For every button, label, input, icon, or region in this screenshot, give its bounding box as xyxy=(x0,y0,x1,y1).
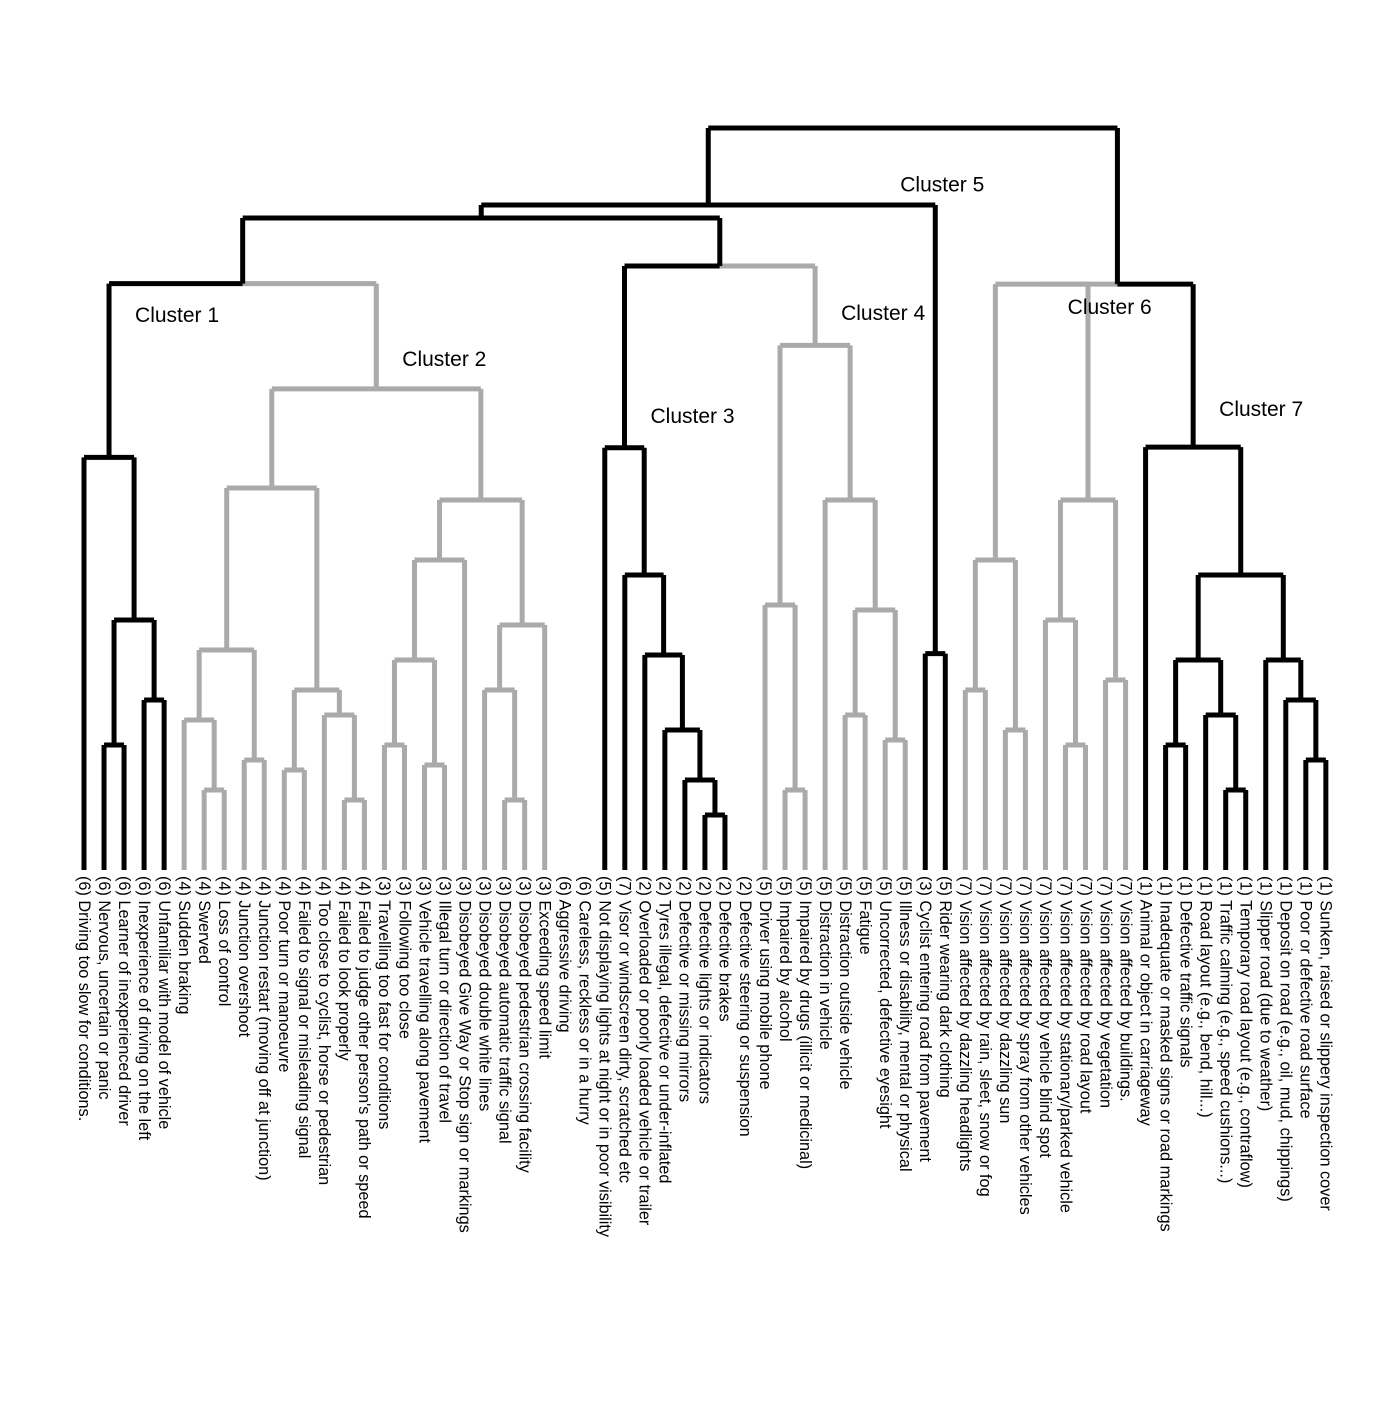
svg-text:Cluster 1: Cluster 1 xyxy=(135,304,219,327)
svg-text:(5) Not displaying lights at n: (5) Not displaying lights at night or in… xyxy=(596,876,614,1238)
svg-text:(1) Temporary road layout (e.g: (1) Temporary road layout (e.g., contraf… xyxy=(1237,876,1255,1188)
svg-text:(5) Rider wearing dark clothin: (5) Rider wearing dark clothing xyxy=(936,876,954,1098)
svg-text:(4) Failed to judge other pers: (4) Failed to judge other person's path … xyxy=(355,876,373,1219)
svg-text:(3) Following too close: (3) Following too close xyxy=(395,876,413,1039)
svg-text:(3) Travelling too fast for co: (3) Travelling too fast for conditions xyxy=(375,876,393,1129)
svg-text:(1) Inadequate or masked signs: (1) Inadequate or masked signs or road m… xyxy=(1156,876,1174,1232)
svg-text:(2) Defective or missing mirro: (2) Defective or missing mirrors xyxy=(676,876,694,1102)
svg-text:Cluster 2: Cluster 2 xyxy=(402,348,486,371)
svg-text:(5) Uncorrected, defective eye: (5) Uncorrected, defective eyesight xyxy=(876,876,894,1129)
svg-text:(7) Vision affected by vehicle: (7) Vision affected by vehicle blind spo… xyxy=(1036,876,1054,1158)
svg-text:(6) Inexperience of driving on: (6) Inexperience of driving on the left xyxy=(135,876,153,1141)
svg-text:(4) Loss of control: (4) Loss of control xyxy=(215,876,233,1006)
svg-text:(3) Vehicle travelling along p: (3) Vehicle travelling along pavement xyxy=(415,876,433,1143)
svg-text:(2) Defective brakes: (2) Defective brakes xyxy=(716,876,734,1022)
svg-text:(1) Defective traffic signals: (1) Defective traffic signals xyxy=(1176,876,1194,1068)
svg-text:(7) Visor or windscreen dirty,: (7) Visor or windscreen dirty, scratched… xyxy=(616,876,634,1183)
svg-text:(2) Defective steering or susp: (2) Defective steering or suspension xyxy=(736,876,754,1137)
svg-text:(7) Vision affected by road la: (7) Vision affected by road layout xyxy=(1076,876,1094,1114)
svg-text:(1) Deposit on road (e.g., oil: (1) Deposit on road (e.g., oil, mud, chi… xyxy=(1277,876,1295,1202)
svg-text:(1) Slipper road (due to weath: (1) Slipper road (due to weather) xyxy=(1257,876,1275,1111)
svg-text:(6) Careless, reckless or in a: (6) Careless, reckless or in a hurry xyxy=(576,876,594,1126)
svg-text:(5) Impaired by drugs (illicit: (5) Impaired by drugs (illicit or medici… xyxy=(796,876,814,1169)
svg-text:(4) Swerved: (4) Swerved xyxy=(195,876,213,964)
svg-text:(2) Defective lights or indica: (2) Defective lights or indicators xyxy=(696,876,714,1104)
svg-text:(7) Vision affected by rain, s: (7) Vision affected by rain, sleet, snow… xyxy=(976,876,994,1197)
svg-text:(6) Driving too slow for condi: (6) Driving too slow for conditions. xyxy=(75,876,93,1121)
svg-text:(7) Vision affected by station: (7) Vision affected by stationary/parked… xyxy=(1056,876,1074,1213)
svg-text:(6) Unfamiliar with model of v: (6) Unfamiliar with model of vehicle xyxy=(155,876,173,1129)
svg-text:(2) Tyres illegal, defective o: (2) Tyres illegal, defective or under-in… xyxy=(656,876,674,1183)
svg-text:(3) Disobeyed automatic traffi: (3) Disobeyed automatic traffic signal xyxy=(495,876,513,1144)
svg-text:Cluster 3: Cluster 3 xyxy=(651,405,735,428)
svg-text:(6) Learner of inexperienced d: (6) Learner of inexperienced driver xyxy=(115,876,133,1126)
svg-text:(3) Disobeyed Give Way or Stop: (3) Disobeyed Give Way or Stop sign or m… xyxy=(455,876,473,1233)
svg-text:(7) Vision affected by dazzlin: (7) Vision affected by dazzling sun xyxy=(996,876,1014,1123)
svg-text:(3) Disobeyed double white lin: (3) Disobeyed double white lines xyxy=(475,876,493,1111)
svg-text:(6) Aggressive driving: (6) Aggressive driving xyxy=(556,876,574,1033)
svg-text:(7) Vision affected by buildin: (7) Vision affected by buildings. xyxy=(1116,876,1134,1102)
svg-text:(5) Distraction in vehicle: (5) Distraction in vehicle xyxy=(816,876,834,1050)
svg-text:(1) Poor or defective road sur: (1) Poor or defective road surface xyxy=(1297,876,1315,1119)
svg-text:(3) Disobeyed pedestrian cross: (3) Disobeyed pedestrian crossing facili… xyxy=(515,876,533,1174)
svg-text:(4) Poor turn or manoeuvre: (4) Poor turn or manoeuvre xyxy=(275,876,293,1072)
svg-text:(1) Traffic calming (e.g., spe: (1) Traffic calming (e.g., speed cushion… xyxy=(1216,876,1234,1183)
svg-text:(4) Junction overshoot: (4) Junction overshoot xyxy=(235,876,253,1038)
svg-text:(1) Animal or object in carria: (1) Animal or object in carriageway xyxy=(1136,876,1154,1127)
svg-text:(3) Exceeding speed limit: (3) Exceeding speed limit xyxy=(535,876,553,1059)
svg-text:Cluster 7: Cluster 7 xyxy=(1219,398,1303,421)
svg-text:(5) Illness or disability, men: (5) Illness or disability, mental or phy… xyxy=(896,876,914,1172)
svg-text:Cluster 4: Cluster 4 xyxy=(841,302,925,325)
svg-text:(4) Failed to look properly: (4) Failed to look properly xyxy=(335,876,353,1061)
svg-text:(6) Nervous, uncertain or pani: (6) Nervous, uncertain or panic xyxy=(95,876,113,1100)
svg-text:Cluster 6: Cluster 6 xyxy=(1068,296,1152,319)
svg-text:(2) Overloaded or poorly loade: (2) Overloaded or poorly loaded vehicle … xyxy=(636,876,654,1226)
svg-text:(5) Impaired by alcohol: (5) Impaired by alcohol xyxy=(776,876,794,1042)
svg-text:(5) Distraction outside vehicl: (5) Distraction outside vehicle xyxy=(836,876,854,1090)
svg-text:(7) Vision affected by dazzlin: (7) Vision affected by dazzling headligh… xyxy=(956,876,974,1171)
svg-text:Cluster 5: Cluster 5 xyxy=(900,174,984,197)
svg-text:(5) Driver using mobile phone: (5) Driver using mobile phone xyxy=(756,876,774,1090)
svg-text:(7) Vision affected by spray f: (7) Vision affected by spray from other … xyxy=(1016,876,1034,1215)
svg-text:(1) Road layout (e.g., bend, h: (1) Road layout (e.g., bend, hill...) xyxy=(1196,876,1214,1118)
svg-text:(7) Vision affected by vegetat: (7) Vision affected by vegetation xyxy=(1096,876,1114,1108)
svg-text:(3) Illegal turn or direction: (3) Illegal turn or direction of travel xyxy=(435,876,453,1123)
svg-text:(3) Cyclist entering road from: (3) Cyclist entering road from pavement xyxy=(916,876,934,1162)
svg-text:(4) Failed to signal or mislea: (4) Failed to signal or misleading signa… xyxy=(295,876,313,1158)
svg-text:(4) Sudden braking: (4) Sudden braking xyxy=(175,876,193,1014)
svg-text:(4) Too close to cyclist, hors: (4) Too close to cyclist, horse or pedes… xyxy=(315,876,333,1185)
svg-text:(5) Fatigue: (5) Fatigue xyxy=(856,876,874,955)
svg-text:(1) Sunken, raised or slippery: (1) Sunken, raised or slippery inspectio… xyxy=(1317,876,1335,1211)
svg-text:(4) Junction restart (moving o: (4) Junction restart (moving off at junc… xyxy=(255,876,273,1181)
